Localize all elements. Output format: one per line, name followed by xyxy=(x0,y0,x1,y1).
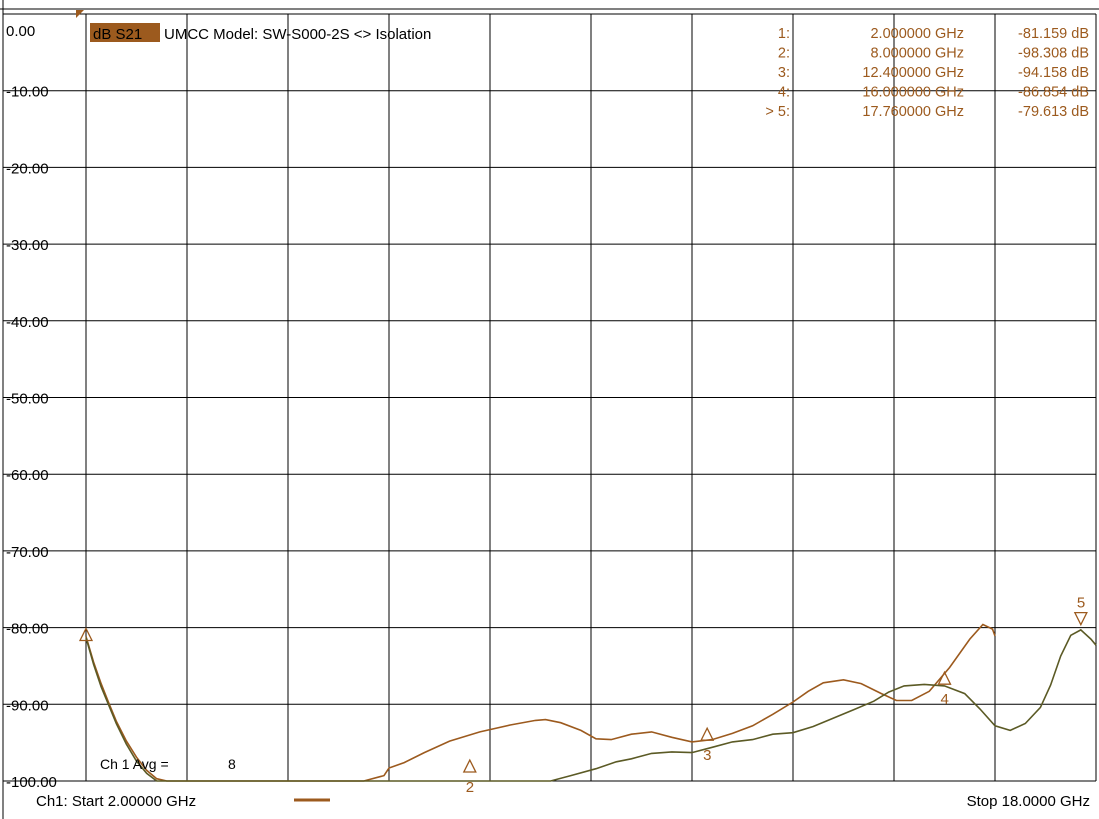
marker-readout-frequency: 2.000000 GHz xyxy=(870,26,964,42)
marker-readout-value: -86.854 dB xyxy=(1018,85,1089,101)
marker-readout-frequency: 12.400000 GHz xyxy=(862,65,964,81)
marker-1-triangle[interactable] xyxy=(78,627,94,642)
reference-level-pointer xyxy=(76,10,84,18)
marker-readout-value: -79.613 dB xyxy=(1018,104,1089,120)
y-tick-label: -60.00 xyxy=(6,467,49,484)
marker-readout-frequency: 16.000000 GHz xyxy=(862,85,964,101)
marker-readout-value: -98.308 dB xyxy=(1018,46,1089,62)
averaging-label: Ch 1 Avg = xyxy=(100,756,169,772)
marker-2-triangle[interactable] xyxy=(462,758,477,773)
y-tick-label: -80.00 xyxy=(6,621,49,638)
marker-layer: 2 3 4 5 xyxy=(78,595,1088,796)
trace-label[interactable]: dB S21 xyxy=(93,26,142,43)
marker-4-label: 4 xyxy=(941,691,949,708)
averaging-value: 8 xyxy=(228,756,236,772)
marker-readout-value: -94.158 dB xyxy=(1018,65,1089,81)
start-frequency[interactable]: Ch1: Start 2.00000 GHz xyxy=(36,793,196,810)
trace-label-highlight xyxy=(90,23,160,42)
trace-line-1 xyxy=(85,623,996,782)
marker-5-triangle[interactable] xyxy=(1073,611,1088,627)
y-tick-label: -30.00 xyxy=(6,237,49,254)
marker-5-label: 5 xyxy=(1077,595,1085,612)
y-tick-label: -20.00 xyxy=(6,160,49,177)
marker-4-triangle[interactable] xyxy=(937,670,952,685)
y-tick-label: -100.00 xyxy=(6,774,57,791)
marker-2-label: 2 xyxy=(466,779,474,796)
marker-readout-value: -81.159 dB xyxy=(1018,26,1089,42)
y-tick-label: -50.00 xyxy=(6,391,49,408)
trace-layer xyxy=(85,623,1097,782)
y-tick-label: -10.00 xyxy=(6,84,49,101)
marker-readout-id: 2: xyxy=(778,46,790,62)
marker-readout-id: 4: xyxy=(778,85,790,101)
marker-readout-id: 1: xyxy=(778,26,790,42)
marker-readout-frequency: 8.000000 GHz xyxy=(870,46,964,62)
y-axis-tick-labels: 0.00 -10.00 -20.00 -30.00 -40.00 -50.00 -60.00… xyxy=(6,23,57,791)
graticule-grid xyxy=(3,13,1097,782)
marker-readout-id: 3: xyxy=(778,65,790,81)
y-tick-label: -40.00 xyxy=(6,314,49,331)
marker-readout-id: > 5: xyxy=(765,104,790,120)
marker-readout-frequency: 17.760000 GHz xyxy=(862,104,964,120)
y-tick-label: -90.00 xyxy=(6,697,49,714)
trace-line-2 xyxy=(85,628,1097,782)
marker-3-triangle[interactable] xyxy=(700,726,715,741)
chart-title: UMCC Model: SW-S000-2S <> Isolation xyxy=(164,26,431,43)
marker-3-label: 3 xyxy=(703,747,711,764)
y-tick-label: -70.00 xyxy=(6,544,49,561)
stop-frequency[interactable]: Stop 18.0000 GHz xyxy=(967,793,1090,810)
y-tick-label: 0.00 xyxy=(6,23,35,40)
marker-readout-table: 1: 2.000000 GHz -81.159 dB 2: 8.000000 GHz -9… xyxy=(765,26,1089,120)
